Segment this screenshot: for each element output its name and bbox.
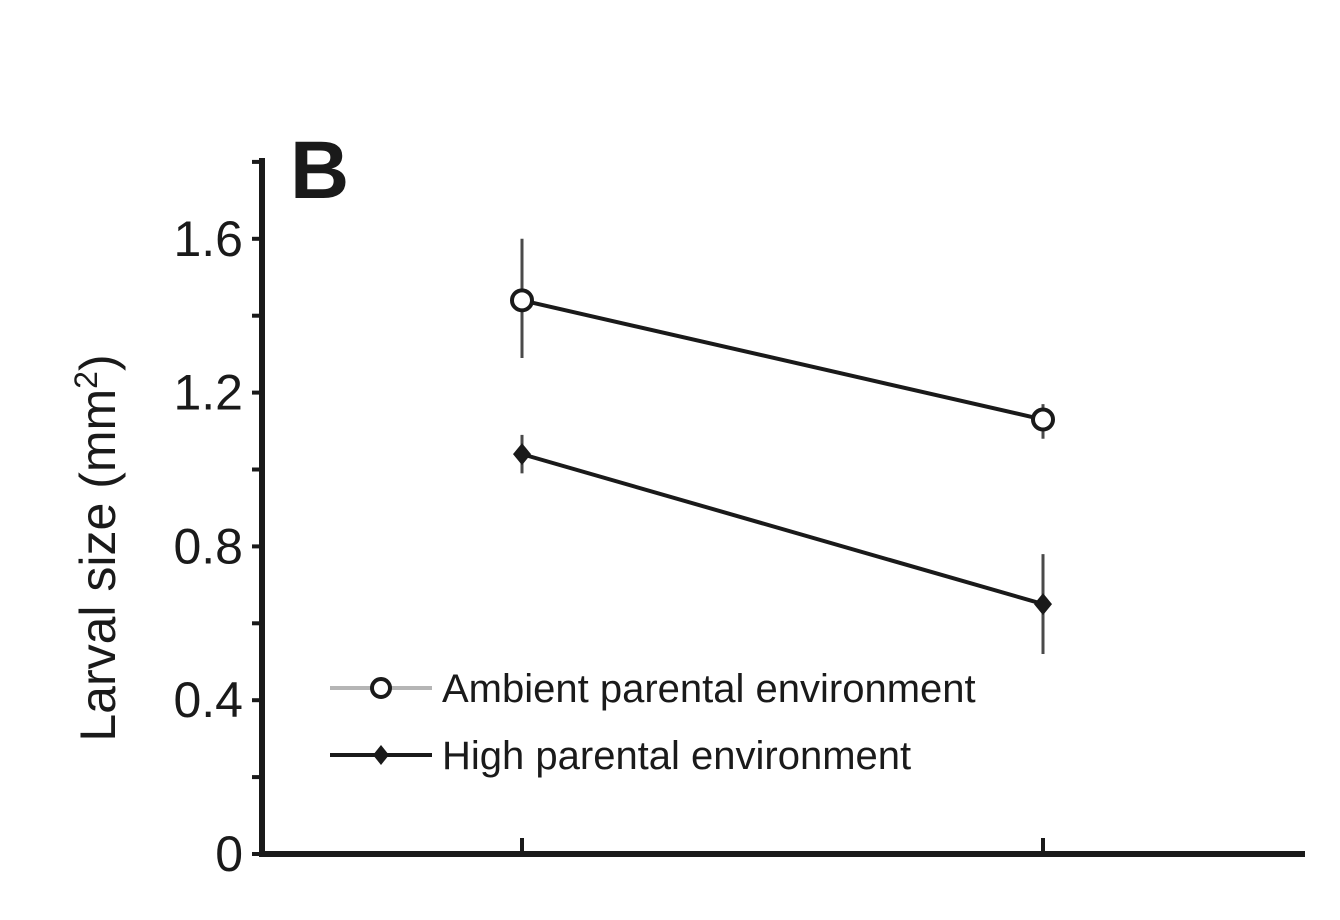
legend-item: Ambient parental environment (330, 667, 976, 711)
y-axis-label-superscript: 2 (68, 371, 104, 389)
y-axis-label-suffix: ) (70, 354, 126, 371)
data-point (1034, 593, 1052, 616)
y-tick-label: 1.2 (173, 365, 243, 421)
series-high (513, 434, 1052, 655)
series-line (521, 298, 1044, 422)
y-tick-label: 0 (215, 826, 243, 882)
legend-label: Ambient parental environment (442, 667, 976, 711)
y-tick-label: 1.6 (173, 211, 243, 267)
series-layer (510, 238, 1055, 655)
legend-item: High parental environment (330, 734, 911, 778)
legend: Ambient parental environment High parenta… (330, 667, 976, 778)
y-tick-label: 0.8 (173, 518, 243, 574)
axes (259, 158, 1305, 857)
ticks: 0 0.4 0.8 1.2 1.6 (173, 159, 1045, 882)
y-axis-label-main: Larval size (mm (70, 389, 126, 742)
legend-marker (370, 677, 392, 699)
data-point (513, 443, 531, 466)
data-point (1031, 407, 1055, 432)
legend-label: High parental environment (442, 734, 911, 778)
series-line (521, 452, 1044, 606)
legend-marker (373, 745, 389, 765)
series-ambient (510, 238, 1055, 439)
panel-label: B (290, 125, 349, 216)
data-point (510, 288, 534, 313)
y-axis-label: Larval size (mm2) (68, 354, 126, 741)
y-tick-label: 0.4 (173, 672, 243, 728)
